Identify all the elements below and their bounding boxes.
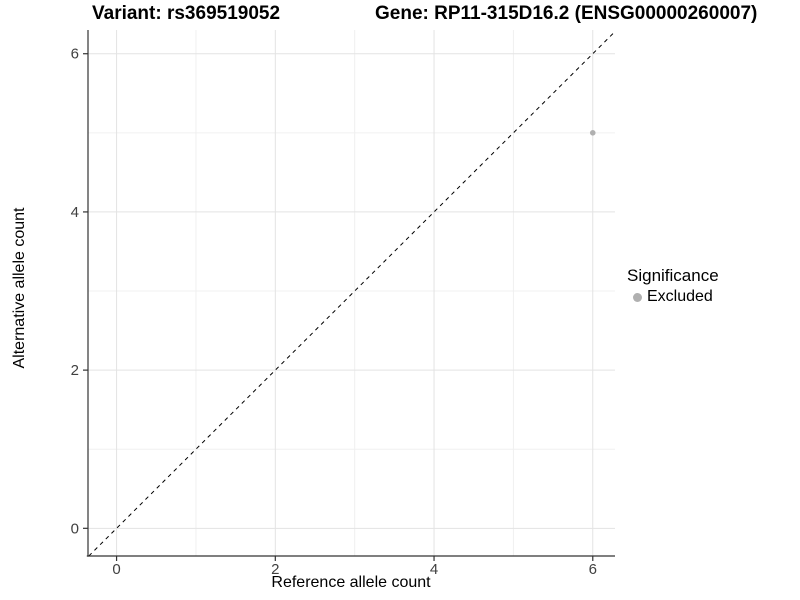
identity-line (88, 31, 616, 557)
data-point (589, 130, 596, 136)
legend-entry: Excluded (627, 288, 719, 306)
plot-title-gene: Gene: RP11-315D16.2 (ENSG00000260007) (375, 3, 758, 24)
y-tick-label: 4 (71, 204, 79, 221)
legend-entry-label: Excluded (647, 288, 713, 305)
y-tick-label: 0 (71, 520, 79, 537)
x-tick-label: 0 (112, 561, 120, 578)
x-tick-label: 4 (430, 561, 438, 578)
legend: Significance Excluded (627, 266, 719, 306)
y-axis-label: Alternative allele count (11, 207, 28, 369)
y-tick-label: 2 (71, 362, 79, 379)
plot-title-variant: Variant: rs369519052 (92, 3, 281, 24)
y-tick-label: 6 (71, 46, 79, 63)
x-tick-label: 6 (589, 561, 597, 578)
legend-title: Significance (627, 266, 719, 285)
legend-point-icon (633, 292, 642, 302)
x-axis-label: Reference allele count (271, 574, 431, 591)
x-tick-label: 2 (271, 561, 279, 578)
